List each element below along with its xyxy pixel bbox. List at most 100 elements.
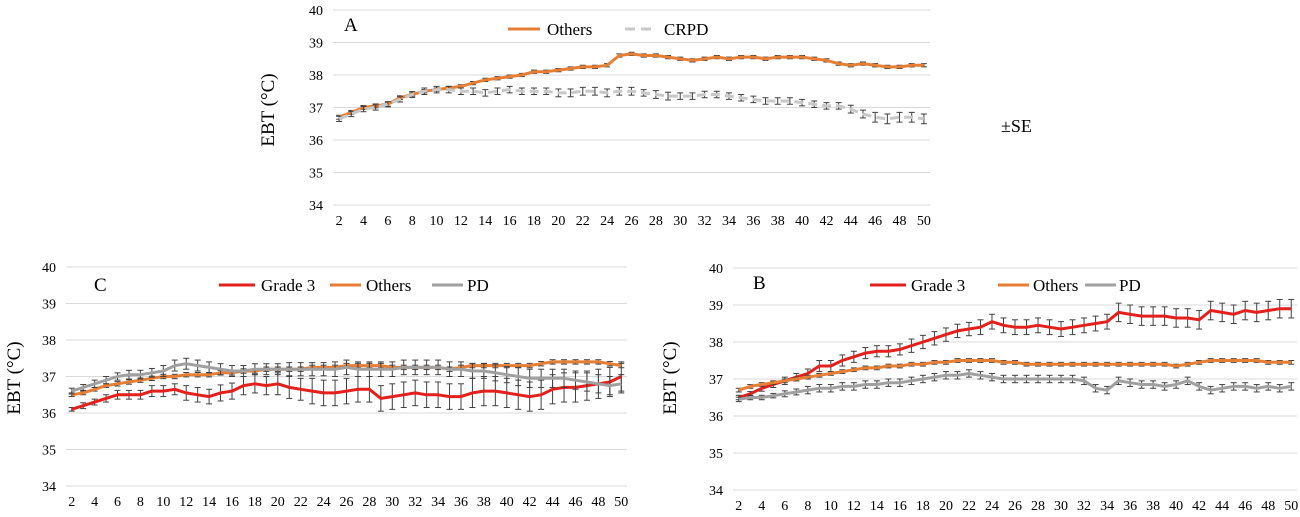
error-bar bbox=[786, 97, 793, 105]
x-tick-label: 48 bbox=[591, 495, 605, 510]
x-tick-label: 8 bbox=[137, 495, 144, 510]
x-tick-label: 2 bbox=[336, 214, 343, 229]
x-tick-label: 48 bbox=[893, 214, 907, 229]
y-tick-label: 34 bbox=[42, 480, 56, 495]
x-tick-label: 24 bbox=[985, 499, 999, 514]
error-bar bbox=[896, 111, 903, 123]
error-bar bbox=[470, 87, 477, 95]
panel-b-y-axis-label: EBT (°C) bbox=[660, 341, 681, 414]
x-tick-label: 28 bbox=[362, 495, 376, 510]
panel-c-y-axis-label: EBT (°C) bbox=[4, 341, 25, 414]
error-bar bbox=[482, 89, 489, 97]
x-tick-label: 2 bbox=[735, 499, 742, 514]
series-pd bbox=[735, 369, 1295, 403]
x-tick-label: 50 bbox=[917, 214, 931, 229]
x-tick-label: 24 bbox=[317, 495, 331, 510]
series-grade-3 bbox=[735, 298, 1295, 401]
y-tick-label: 38 bbox=[709, 336, 723, 351]
x-tick-label: 34 bbox=[431, 495, 445, 510]
legend-label-others: Others bbox=[1033, 276, 1078, 295]
panel-a-letter: A bbox=[344, 15, 358, 36]
error-bar bbox=[762, 97, 769, 105]
y-tick-label: 34 bbox=[709, 484, 723, 499]
y-tick-label: 39 bbox=[709, 299, 723, 314]
x-tick-label: 6 bbox=[384, 214, 391, 229]
y-tick-label: 37 bbox=[309, 102, 323, 117]
x-tick-label: 22 bbox=[962, 499, 976, 514]
panel-a-y-ticks: 34 35 36 37 38 39 40 bbox=[309, 4, 323, 214]
error-bar bbox=[677, 92, 684, 100]
x-tick-label: 32 bbox=[698, 214, 712, 229]
panel-a-gridlines bbox=[333, 9, 930, 206]
x-tick-label: 42 bbox=[1192, 499, 1206, 514]
x-tick-label: 12 bbox=[179, 495, 193, 510]
y-tick-label: 37 bbox=[42, 371, 56, 386]
x-tick-label: 46 bbox=[568, 495, 582, 510]
x-tick-label: 4 bbox=[758, 499, 765, 514]
x-tick-label: 40 bbox=[500, 495, 514, 510]
panel-a-series bbox=[336, 51, 927, 125]
x-tick-label: 40 bbox=[795, 214, 809, 229]
x-tick-label: 10 bbox=[824, 499, 838, 514]
legend-label-others: Others bbox=[366, 276, 411, 295]
y-tick-label: 36 bbox=[309, 134, 323, 149]
x-tick-label: 38 bbox=[477, 495, 491, 510]
y-tick-label: 39 bbox=[309, 37, 323, 52]
series-line bbox=[71, 375, 622, 411]
x-tick-label: 34 bbox=[722, 214, 736, 229]
legend-label-crpd: CRPD bbox=[664, 20, 708, 39]
x-tick-label: 20 bbox=[551, 214, 565, 229]
x-tick-label: 24 bbox=[600, 214, 614, 229]
error-bar bbox=[494, 87, 501, 95]
series-line bbox=[738, 359, 1292, 392]
error-bar bbox=[774, 97, 781, 105]
y-tick-label: 37 bbox=[709, 373, 723, 388]
x-tick-label: 6 bbox=[781, 499, 788, 514]
error-bar bbox=[884, 113, 891, 125]
legend-label-grade3: Grade 3 bbox=[261, 276, 315, 295]
x-tick-label: 36 bbox=[1123, 499, 1137, 514]
x-tick-label: 30 bbox=[385, 495, 399, 510]
series-pd bbox=[68, 357, 625, 396]
panel-c-y-ticks: 34 35 36 37 38 39 40 bbox=[42, 261, 56, 495]
panel-c-gridlines bbox=[66, 266, 627, 487]
y-tick-label: 35 bbox=[309, 167, 323, 182]
series-line bbox=[738, 307, 1292, 399]
x-tick-label: 16 bbox=[893, 499, 907, 514]
panel-c-legend: Grade 3 Others PD bbox=[219, 276, 489, 295]
error-bar bbox=[689, 92, 696, 100]
legend-label-grade3: Grade 3 bbox=[911, 276, 965, 295]
error-bar bbox=[1288, 382, 1295, 391]
x-tick-label: 26 bbox=[340, 495, 354, 510]
y-tick-label: 34 bbox=[309, 199, 323, 214]
x-tick-label: 18 bbox=[527, 214, 541, 229]
x-tick-label: 44 bbox=[546, 495, 560, 510]
panel-c-series bbox=[68, 357, 625, 412]
panel-a-legend: Others CRPD bbox=[508, 20, 708, 39]
y-tick-label: 39 bbox=[42, 298, 56, 313]
x-tick-label: 12 bbox=[847, 499, 861, 514]
x-tick-label: 40 bbox=[1169, 499, 1183, 514]
x-tick-label: 28 bbox=[1031, 499, 1045, 514]
standard-error-note: ±SE bbox=[1001, 116, 1032, 136]
x-tick-label: 48 bbox=[1261, 499, 1275, 514]
error-bar bbox=[384, 101, 391, 108]
x-tick-label: 22 bbox=[294, 495, 308, 510]
panel-c-letter: C bbox=[94, 275, 107, 296]
x-tick-label: 32 bbox=[1077, 499, 1091, 514]
y-tick-label: 35 bbox=[42, 444, 56, 459]
y-tick-label: 40 bbox=[709, 262, 723, 277]
x-tick-label: 30 bbox=[1054, 499, 1068, 514]
x-tick-label: 36 bbox=[454, 495, 468, 510]
x-tick-label: 14 bbox=[870, 499, 884, 514]
y-tick-label: 38 bbox=[42, 334, 56, 349]
error-bar bbox=[348, 110, 355, 118]
panel-a-x-ticks: 2 4 6 8 10 12 14 16 18 20 22 24 26 28 30 32 34 36 38 40 42 44… bbox=[336, 214, 931, 229]
x-tick-label: 18 bbox=[916, 499, 930, 514]
x-tick-label: 14 bbox=[202, 495, 216, 510]
x-tick-label: 38 bbox=[1146, 499, 1160, 514]
x-tick-label: 46 bbox=[1238, 499, 1252, 514]
series-others bbox=[735, 358, 1295, 393]
